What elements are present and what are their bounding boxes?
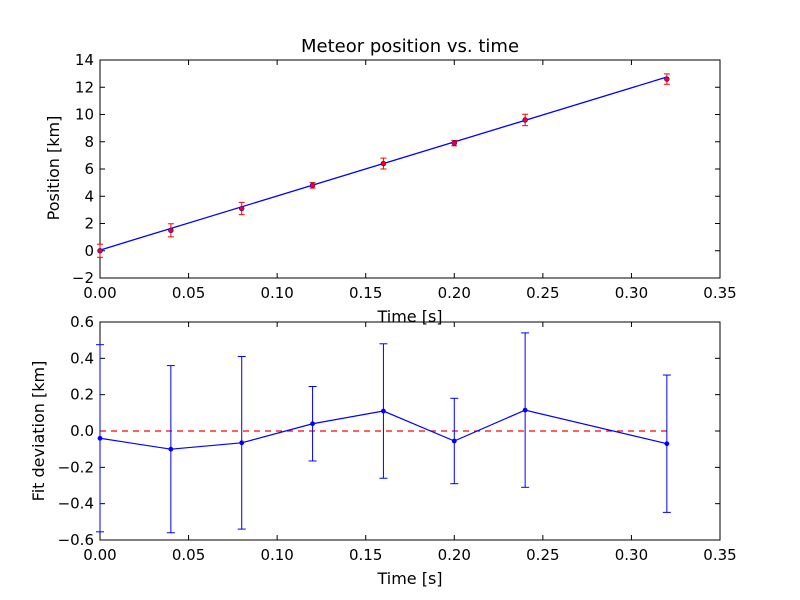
y-tick-label: 6 [84, 160, 94, 178]
y-tick-label: 10 [75, 106, 94, 124]
data-point [380, 160, 387, 167]
y-tick-label: −0.4 [58, 495, 94, 513]
data-point [309, 182, 316, 189]
x-tick-label: 0.15 [349, 284, 382, 302]
y-tick-label: 12 [75, 78, 94, 96]
x-tick-label: 0.10 [260, 284, 293, 302]
data-point [381, 408, 386, 414]
data-point [168, 446, 174, 452]
y-tick-label: 2 [84, 215, 94, 233]
y-tick-label: 0.4 [70, 349, 94, 367]
y-tick-label: 0.0 [70, 422, 94, 440]
x-tick-label: 0.15 [349, 546, 382, 564]
data-point [239, 440, 245, 446]
deviation-line [99, 409, 667, 450]
data-point [97, 435, 103, 441]
deviation-plot: Time [s] Fit deviation [km] 0.00 0.05 0.10… [29, 313, 737, 588]
x-tick-label: 0.00 [83, 284, 116, 302]
x-tick-label: 0.35 [703, 546, 736, 564]
chart-title: Meteor position vs. time [301, 36, 519, 57]
y-tick-label: 4 [84, 187, 94, 205]
data-point [310, 421, 315, 427]
data-point [168, 227, 174, 234]
x-tick-label: 0.05 [172, 546, 205, 564]
x-axis-label: Time [s] [376, 569, 442, 588]
x-tick-label: 0.20 [438, 284, 471, 302]
x-tick-label: 0.25 [526, 284, 559, 302]
data-point [239, 205, 245, 212]
y-tick-label: 0.6 [70, 313, 94, 331]
y-tick-label: −0.6 [58, 531, 94, 549]
y-axis-label: Fit deviation [km] [29, 361, 48, 502]
x-tick-label: 0.05 [172, 284, 205, 302]
position-plot: Meteor position vs. time Time [s] Positi… [44, 36, 737, 326]
x-tick-label: 0.20 [438, 546, 471, 564]
x-tick-label: 0.35 [703, 284, 736, 302]
data-point [522, 407, 528, 413]
x-tick-label: 0.30 [615, 284, 648, 302]
data-point [664, 76, 670, 82]
y-tick-label: 8 [84, 133, 94, 151]
y-tick-label: 0 [84, 242, 94, 260]
x-axis-label: Time [s] [376, 307, 442, 326]
data-point [97, 248, 103, 254]
y-tick-label: 14 [75, 51, 94, 69]
data-point [522, 117, 528, 123]
data-point [664, 441, 670, 447]
data-point [451, 438, 457, 444]
y-tick-label: −2 [72, 269, 94, 287]
data-point [451, 140, 457, 146]
x-tick-label: 0.00 [83, 546, 116, 564]
x-tick-label: 0.10 [260, 546, 293, 564]
y-tick-label: −0.2 [58, 458, 94, 476]
x-tick-label: 0.30 [615, 546, 648, 564]
x-tick-label: 0.25 [526, 546, 559, 564]
y-axis-label: Position [km] [44, 116, 63, 221]
y-tick-label: 0.2 [70, 386, 94, 404]
